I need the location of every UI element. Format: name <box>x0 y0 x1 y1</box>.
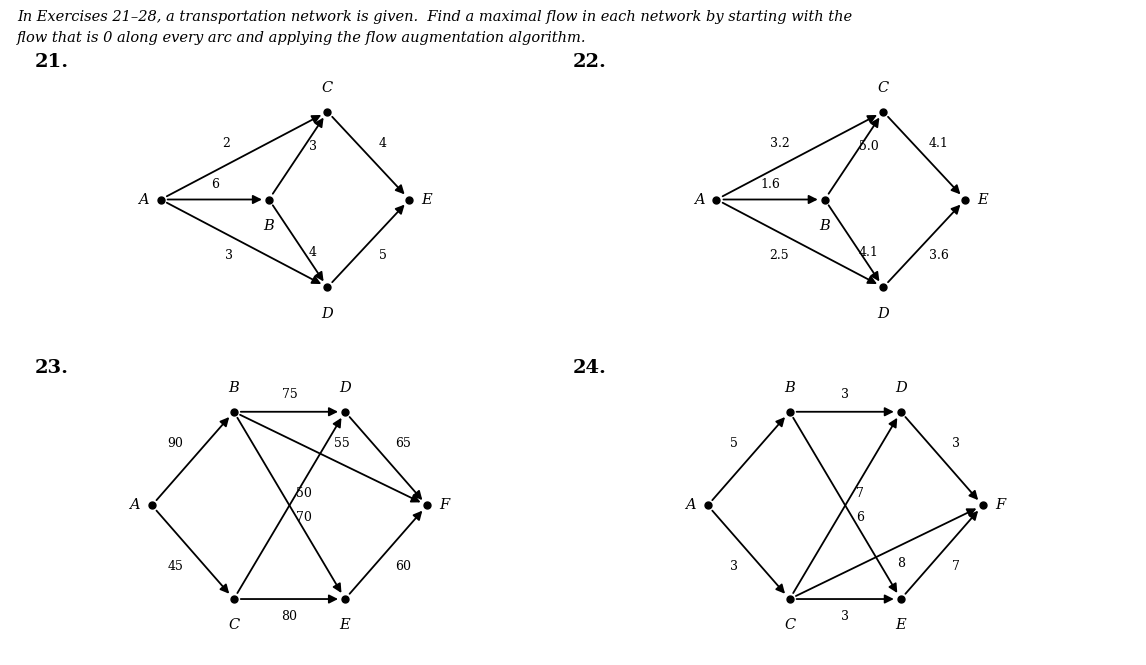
Text: C: C <box>878 81 889 95</box>
Text: 3: 3 <box>730 561 738 573</box>
Text: 24.: 24. <box>573 359 607 377</box>
Text: E: E <box>895 618 906 632</box>
Text: F: F <box>995 498 1005 513</box>
Text: 80: 80 <box>282 610 298 623</box>
Text: B: B <box>264 219 274 233</box>
Text: D: D <box>339 381 351 396</box>
Text: F: F <box>439 498 449 513</box>
Text: 8: 8 <box>897 557 905 571</box>
Text: 3: 3 <box>226 249 234 261</box>
Text: A: A <box>693 192 705 207</box>
Text: 2.5: 2.5 <box>770 249 790 261</box>
Text: D: D <box>895 381 906 396</box>
Text: 5: 5 <box>379 249 387 261</box>
Text: 7: 7 <box>952 561 960 573</box>
Text: 4: 4 <box>308 245 316 259</box>
Text: A: A <box>685 498 696 513</box>
Text: D: D <box>322 307 333 321</box>
Text: 3: 3 <box>841 610 849 623</box>
Text: 7: 7 <box>856 487 864 500</box>
Text: 65: 65 <box>395 438 411 450</box>
Text: 2: 2 <box>222 138 230 150</box>
Text: 4.1: 4.1 <box>929 138 949 150</box>
Text: 1.6: 1.6 <box>761 178 780 192</box>
Text: 50: 50 <box>296 487 312 500</box>
Text: 70: 70 <box>296 511 312 523</box>
Text: A: A <box>138 192 149 207</box>
Text: C: C <box>784 618 795 632</box>
Text: D: D <box>878 307 889 321</box>
Text: 4: 4 <box>379 138 387 150</box>
Text: B: B <box>819 219 830 233</box>
Text: C: C <box>322 81 333 95</box>
Text: 55: 55 <box>335 438 350 450</box>
Text: C: C <box>228 618 240 632</box>
Text: 3: 3 <box>841 388 849 401</box>
Text: 21.: 21. <box>34 53 69 71</box>
Text: B: B <box>784 381 795 396</box>
Text: 60: 60 <box>395 561 411 573</box>
Text: 90: 90 <box>167 438 183 450</box>
Text: E: E <box>339 618 351 632</box>
Text: 6: 6 <box>856 511 864 523</box>
Text: 5: 5 <box>730 438 738 450</box>
Text: B: B <box>228 381 240 396</box>
Text: 45: 45 <box>167 561 183 573</box>
Text: 3.2: 3.2 <box>769 138 790 150</box>
Text: 6: 6 <box>211 178 219 192</box>
Text: 3.6: 3.6 <box>929 249 949 261</box>
Text: 3: 3 <box>952 438 960 450</box>
Text: E: E <box>978 192 988 207</box>
Text: 23.: 23. <box>34 359 69 377</box>
Text: 4.1: 4.1 <box>858 245 879 259</box>
Text: flow that is 0 along every arc and applying the flow augmentation algorithm.: flow that is 0 along every arc and apply… <box>17 31 587 45</box>
Text: 75: 75 <box>282 388 297 401</box>
Text: 22.: 22. <box>573 53 607 71</box>
Text: A: A <box>129 498 140 513</box>
Text: E: E <box>422 192 432 207</box>
Text: In Exercises 21–28, a transportation network is given.  Find a maximal flow in e: In Exercises 21–28, a transportation net… <box>17 10 853 24</box>
Text: 5.0: 5.0 <box>858 140 879 154</box>
Text: 3: 3 <box>308 140 316 154</box>
